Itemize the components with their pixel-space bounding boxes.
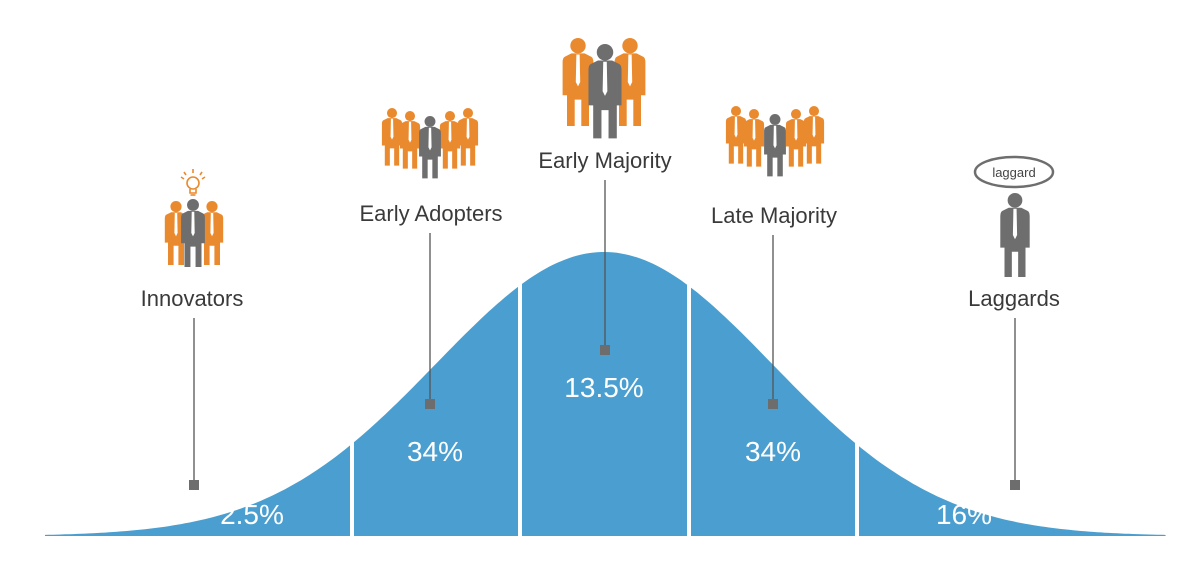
laggards-label: Laggards bbox=[968, 286, 1060, 311]
laggards-marker bbox=[1010, 480, 1020, 490]
early-majority-label: Early Majority bbox=[538, 148, 671, 173]
lightbulb-icon bbox=[180, 169, 206, 196]
laggards-percent: 16% bbox=[936, 499, 992, 530]
segment-dividers bbox=[350, 283, 859, 538]
late-majority-people-icon bbox=[725, 106, 825, 177]
late-majority-marker bbox=[768, 399, 778, 409]
laggard-bubble-text: laggard bbox=[992, 165, 1035, 180]
early-adopters-label: Early Adopters bbox=[359, 201, 502, 226]
innovators-marker bbox=[189, 480, 199, 490]
innovators-people-icon bbox=[164, 199, 224, 267]
bell-curve bbox=[45, 252, 1166, 538]
laggards-icon-group: laggard bbox=[973, 155, 1055, 277]
innovators-label: Innovators bbox=[141, 286, 244, 311]
innovators-icon-group bbox=[164, 169, 224, 267]
early-adopters-marker bbox=[425, 399, 435, 409]
laggards-person-icon bbox=[1000, 193, 1030, 277]
leader-lines bbox=[189, 180, 1020, 490]
late-majority-label: Late Majority bbox=[711, 203, 837, 228]
bell-curve-area bbox=[45, 252, 1166, 536]
early-majority-percent: 13.5% bbox=[564, 372, 643, 403]
early-adopters-percent: 34% bbox=[407, 436, 463, 467]
early-majority-marker bbox=[600, 345, 610, 355]
innovators-percent: 2.5% bbox=[220, 499, 284, 530]
early-adopters-people-icon bbox=[381, 108, 479, 179]
speech-bubble-icon: laggard bbox=[973, 155, 1055, 189]
late-majority-percent: 34% bbox=[745, 436, 801, 467]
early-majority-people-icon bbox=[562, 38, 646, 139]
